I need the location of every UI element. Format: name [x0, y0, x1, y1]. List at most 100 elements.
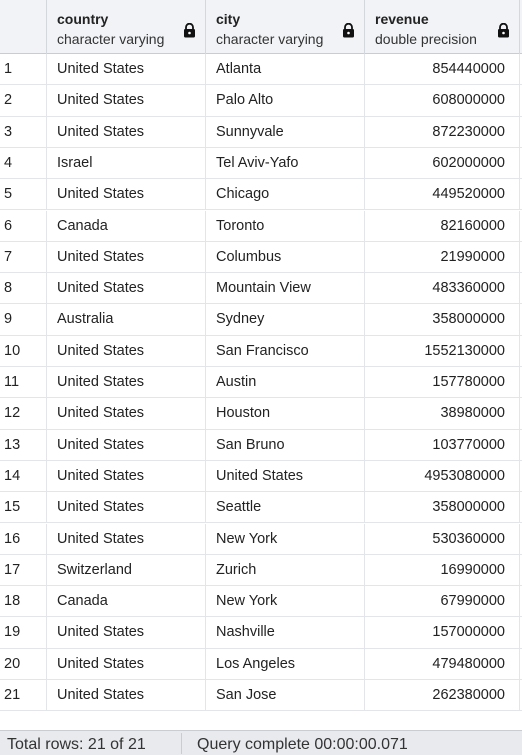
city-cell[interactable]: New York	[206, 523, 365, 554]
city-cell[interactable]: Mountain View	[206, 273, 365, 304]
country-cell[interactable]: United States	[47, 367, 206, 398]
country-cell[interactable]: United States	[47, 648, 206, 679]
city-cell[interactable]: Zurich	[206, 554, 365, 586]
city-cell[interactable]: Columbus	[206, 241, 365, 273]
city-cell[interactable]: Austin	[206, 367, 365, 398]
revenue-cell[interactable]: 602000000	[365, 147, 520, 179]
row-number-cell[interactable]: 20	[0, 648, 47, 679]
revenue-cell[interactable]: 67990000	[365, 586, 520, 617]
revenue-cell[interactable]: 38980000	[365, 398, 520, 429]
table-row[interactable]: 21 United States San Jose 262380000	[0, 680, 522, 712]
table-row[interactable]: 13 United States San Bruno 103770000	[0, 429, 522, 461]
table-row[interactable]: 3 United States Sunnyvale 872230000	[0, 116, 522, 148]
city-cell[interactable]: Nashville	[206, 617, 365, 648]
revenue-cell[interactable]: 358000000	[365, 492, 520, 523]
revenue-cell[interactable]: 157780000	[365, 367, 520, 398]
city-cell[interactable]: San Francisco	[206, 335, 365, 366]
city-cell[interactable]: New York	[206, 586, 365, 617]
row-number-cell[interactable]: 2	[0, 85, 47, 116]
revenue-cell[interactable]: 854440000	[365, 54, 520, 85]
row-number-cell[interactable]: 5	[0, 179, 47, 210]
city-cell[interactable]: Sunnyvale	[206, 116, 365, 147]
city-cell[interactable]: Atlanta	[206, 54, 365, 85]
city-cell[interactable]: Houston	[206, 398, 365, 429]
row-number-cell[interactable]: 10	[0, 335, 47, 366]
row-number-cell[interactable]: 17	[0, 554, 47, 586]
row-number-cell[interactable]: 13	[0, 429, 47, 460]
revenue-cell[interactable]: 82160000	[365, 210, 520, 241]
table-row[interactable]: 14 United States United States 4953080000	[0, 460, 522, 493]
row-number-cell[interactable]: 15	[0, 492, 47, 523]
row-number-cell[interactable]: 8	[0, 273, 47, 304]
table-row[interactable]: 4 Israel Tel Aviv-Yafo 602000000	[0, 147, 522, 180]
table-row[interactable]: 11 United States Austin 157780000	[0, 367, 522, 399]
country-cell[interactable]: United States	[47, 460, 206, 492]
city-cell[interactable]: Palo Alto	[206, 85, 365, 116]
column-header-revenue[interactable]: revenue double precision	[365, 0, 520, 54]
row-number-cell[interactable]: 14	[0, 460, 47, 492]
row-number-cell[interactable]: 11	[0, 367, 47, 398]
country-cell[interactable]: United States	[47, 398, 206, 429]
row-number-cell[interactable]: 19	[0, 617, 47, 648]
city-cell[interactable]: Toronto	[206, 210, 365, 241]
row-number-cell[interactable]: 16	[0, 523, 47, 554]
country-cell[interactable]: United States	[47, 335, 206, 366]
city-cell[interactable]: Tel Aviv-Yafo	[206, 147, 365, 179]
table-row[interactable]: 7 United States Columbus 21990000	[0, 241, 522, 274]
revenue-cell[interactable]: 530360000	[365, 523, 520, 554]
country-cell[interactable]: United States	[47, 241, 206, 273]
country-cell[interactable]: United States	[47, 523, 206, 554]
table-row[interactable]: 20 United States Los Angeles 479480000	[0, 648, 522, 680]
city-cell[interactable]: United States	[206, 460, 365, 492]
table-row[interactable]: 17 Switzerland Zurich 16990000	[0, 554, 522, 587]
country-cell[interactable]: United States	[47, 116, 206, 147]
table-row[interactable]: 16 United States New York 530360000	[0, 523, 522, 555]
country-cell[interactable]: Canada	[47, 210, 206, 241]
row-number-cell[interactable]: 3	[0, 116, 47, 147]
country-cell[interactable]: United States	[47, 85, 206, 116]
country-cell[interactable]: United States	[47, 179, 206, 210]
city-cell[interactable]: Sydney	[206, 304, 365, 335]
country-cell[interactable]: Israel	[47, 147, 206, 179]
revenue-cell[interactable]: 479480000	[365, 648, 520, 679]
revenue-cell[interactable]: 358000000	[365, 304, 520, 335]
column-header-country[interactable]: country character varying	[47, 0, 206, 54]
revenue-cell[interactable]: 157000000	[365, 617, 520, 648]
revenue-cell[interactable]: 483360000	[365, 273, 520, 304]
country-cell[interactable]: Canada	[47, 586, 206, 617]
row-number-cell[interactable]: 7	[0, 241, 47, 273]
table-row[interactable]: 15 United States Seattle 358000000	[0, 492, 522, 524]
country-cell[interactable]: United States	[47, 680, 206, 711]
table-row[interactable]: 9 Australia Sydney 358000000	[0, 304, 522, 336]
city-cell[interactable]: San Jose	[206, 680, 365, 711]
country-cell[interactable]: United States	[47, 54, 206, 85]
row-number-cell[interactable]: 12	[0, 398, 47, 429]
table-row[interactable]: 10 United States San Francisco 1552130000	[0, 335, 522, 367]
table-row[interactable]: 12 United States Houston 38980000	[0, 398, 522, 430]
row-number-cell[interactable]: 18	[0, 586, 47, 617]
column-header-city[interactable]: city character varying	[206, 0, 365, 54]
row-number-cell[interactable]: 21	[0, 680, 47, 711]
row-number-cell[interactable]: 1	[0, 54, 47, 85]
revenue-cell[interactable]: 103770000	[365, 429, 520, 460]
city-cell[interactable]: Seattle	[206, 492, 365, 523]
table-row[interactable]: 1 United States Atlanta 854440000	[0, 54, 522, 86]
table-row[interactable]: 18 Canada New York 67990000	[0, 586, 522, 618]
country-cell[interactable]: Australia	[47, 304, 206, 335]
row-number-cell[interactable]: 9	[0, 304, 47, 335]
country-cell[interactable]: United States	[47, 492, 206, 523]
revenue-cell[interactable]: 608000000	[365, 85, 520, 116]
row-number-cell[interactable]: 4	[0, 147, 47, 179]
country-cell[interactable]: United States	[47, 273, 206, 304]
city-cell[interactable]: Los Angeles	[206, 648, 365, 679]
country-cell[interactable]: Switzerland	[47, 554, 206, 586]
city-cell[interactable]: San Bruno	[206, 429, 365, 460]
revenue-cell[interactable]: 21990000	[365, 241, 520, 273]
table-row[interactable]: 6 Canada Toronto 82160000	[0, 210, 522, 242]
revenue-cell[interactable]: 872230000	[365, 116, 520, 147]
row-number-header[interactable]	[0, 0, 47, 54]
table-row[interactable]: 19 United States Nashville 157000000	[0, 617, 522, 649]
table-row[interactable]: 2 United States Palo Alto 608000000	[0, 85, 522, 117]
row-number-cell[interactable]: 6	[0, 210, 47, 241]
country-cell[interactable]: United States	[47, 429, 206, 460]
